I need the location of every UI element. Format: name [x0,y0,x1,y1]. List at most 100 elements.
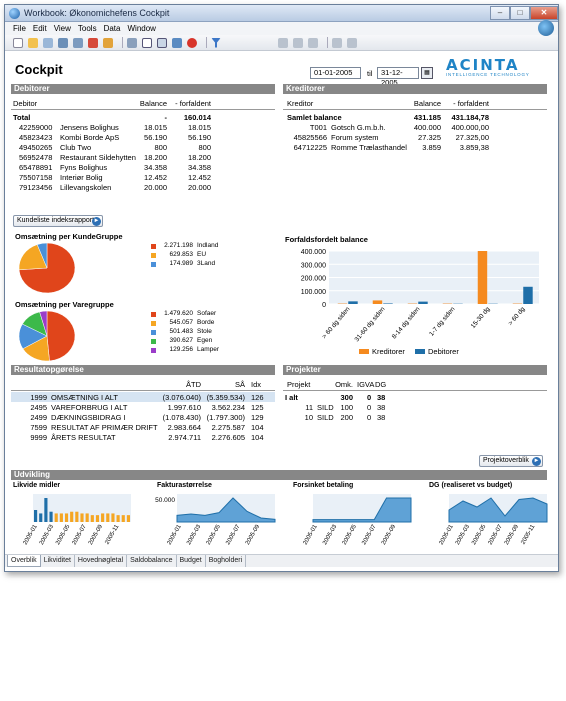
y-tick-label: 100.000 [301,289,326,296]
filter-icon[interactable] [211,37,221,48]
x-tick-label: 2005-07 [361,523,378,546]
kreditor-balance-col-header: Balance [413,99,441,108]
tab-overblik[interactable]: Overblik [7,555,41,567]
title-bar: Workbook: Økonomichefens Cockpit – □ ✕ [5,5,558,22]
tab-likviditet[interactable]: Likviditet [41,555,75,567]
back-icon[interactable] [127,37,137,48]
date-to-field[interactable]: 31-12-2005 [377,67,419,87]
debitor-row-balance: 56.190 [144,133,167,142]
calendar-icon[interactable]: ▦ [421,67,433,79]
legend-value: 1.479.620 [164,310,193,317]
udvikling-chart: 2005-01 2005-03 2005-05 2005-07 2005-09 2005-… [23,494,131,546]
drilldown-icon[interactable] [347,37,357,48]
projekt-row-id: 10 [304,413,313,422]
menu-tools[interactable]: Tools [77,24,97,33]
legend-label: Stole [197,328,212,335]
projekter-header: Projekter [283,365,547,375]
kreditor-row-balance: 400.000 [413,123,441,132]
open-icon[interactable] [28,37,38,48]
tab-saldobalance[interactable]: Saldobalance [127,555,177,567]
toolbar-separator [122,37,123,48]
resultat-row-label: DÆKNINGSBIDRAG I [51,413,126,422]
print-icon[interactable] [73,37,83,48]
pdf-icon[interactable] [88,37,98,48]
minimize-button[interactable]: – [490,6,510,20]
kreditor-forfaldent-col-header: - forfaldent [453,99,489,108]
projekt-row-name: SILD [317,403,334,412]
x-tick-label: 2005-03 [322,523,339,546]
page-icon[interactable] [142,37,152,48]
x-tick-label: > 60 dg siden [321,305,352,340]
projektoverblik-button[interactable]: Projektoverblik ► [479,455,543,467]
y-tick-label: 50.000 [155,497,175,504]
menu-file[interactable]: File [13,24,26,33]
legend-swatch [151,321,156,326]
tab-bogholderi[interactable]: Bogholderi [206,555,247,567]
debitor-row-name: Kombi Borde ApS [60,133,120,142]
menu-bar: File Edit View Tools Data Window [5,20,558,36]
x-tick-label: 2005-09 [504,523,521,546]
y-tick-label: 300.000 [301,262,326,269]
debitor-row-forfaldent: 56.190 [188,133,211,142]
edit-icon[interactable] [332,37,342,48]
refresh-icon[interactable] [172,37,182,48]
menu-window[interactable]: Window [127,24,156,33]
debitor-row-id: 49450265 [19,143,53,152]
layout-icon[interactable] [157,37,167,48]
export-icon[interactable] [103,37,113,48]
udvikling-bar [121,515,125,522]
legend-label: Lamper [197,346,220,353]
debitor-row-name: Fyns Bolighus [60,163,108,172]
stop-icon[interactable] [187,37,197,48]
kreditor-row-id: 64712225 [293,143,327,152]
dg-col-header: DG [375,380,387,389]
maximize-button[interactable]: □ [510,6,530,20]
legend-label: Indland [197,242,219,249]
x-tick-label: 8-14 dg siden [391,305,422,340]
menu-view[interactable]: View [53,24,71,33]
sort-ascending-icon[interactable] [278,37,288,48]
menu-edit[interactable]: Edit [32,24,47,33]
resultat-row-code: 9999 [30,433,47,442]
menu-data[interactable]: Data [103,24,121,33]
projekt-row-id: 11 [305,403,313,412]
sort-descending-icon[interactable] [293,37,303,48]
udvikling-bar [75,511,79,522]
legend-label: Sofaer [197,310,217,317]
udvikling-bar [95,515,100,522]
debitor-row-forfaldent: 18.200 [188,153,211,162]
debitor-row-balance: 34.358 [144,163,167,172]
pie-slice [46,310,76,362]
kreditor-row-id: T001 [309,123,327,132]
debitor-row-balance: 18.200 [144,153,167,162]
debitor-row-forfaldent: 34.358 [188,163,211,172]
date-from-field[interactable]: 01-01-2005 [310,67,361,79]
debitor-row-balance: 800 [154,143,167,152]
legend-swatch [151,348,156,353]
print-preview-icon[interactable] [58,37,68,48]
udvikling-bar [85,513,89,522]
kundeliste-button[interactable]: Kundeliste indeksrapport ► [13,215,103,227]
logo-tagline: INTELLIGENCE TECHNOLOGY [446,72,530,77]
debitor-row-forfaldent: 20.000 [188,183,211,192]
udvikling-bar [101,513,105,522]
resultat-row-idx: 126 [251,393,264,402]
resultat-row-sa: 2.275.587 [211,423,245,432]
balance-col-header: Balance [139,99,167,108]
x-tick-label: 2005-09 [245,523,262,546]
kreditor-total-balance: 431.185 [413,113,441,122]
app-icon [9,7,20,19]
bar-kreditorer [477,251,488,304]
resultat-row-sa: (5.359.534) [206,393,245,402]
tab-hovednoegletal[interactable]: Hovednøgletal [75,555,128,567]
udvikling-bar [59,513,63,522]
kreditor-row-name: Romme Trælasthandel [331,143,407,152]
sort-options-icon[interactable] [308,37,318,48]
debitor-row-forfaldent: 12.452 [188,173,211,182]
new-icon[interactable] [13,37,23,48]
save-icon[interactable] [43,37,53,48]
close-button[interactable]: ✕ [530,6,558,20]
kreditor-row-balance: 3.859 [422,143,441,152]
x-tick-label: 2005-09 [88,523,105,546]
tab-budget[interactable]: Budget [177,555,206,567]
